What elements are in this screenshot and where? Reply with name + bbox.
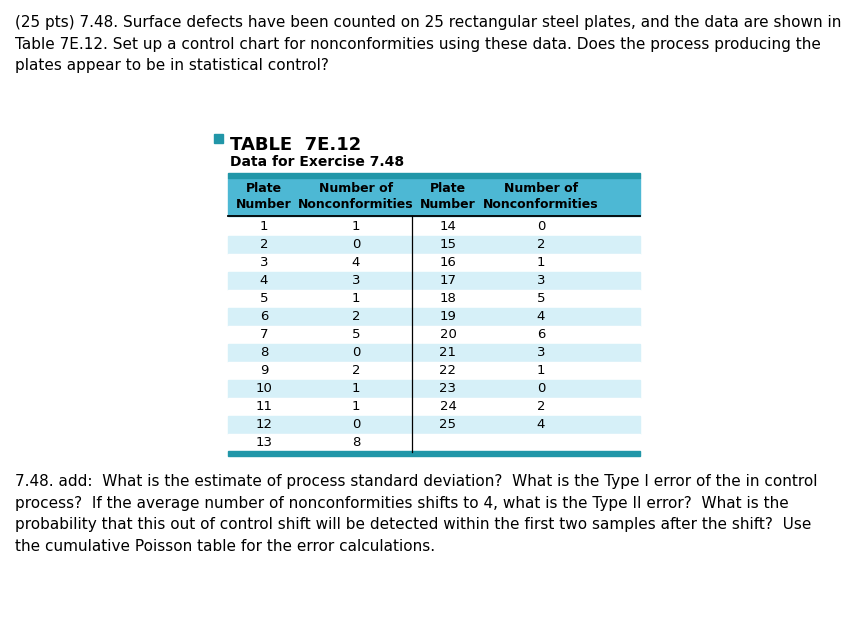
Text: TABLE  7E.12: TABLE 7E.12 — [230, 136, 361, 154]
Bar — [214, 134, 223, 143]
Text: 19: 19 — [440, 311, 456, 324]
Text: 15: 15 — [440, 238, 456, 252]
Text: 12: 12 — [255, 419, 273, 431]
Text: 17: 17 — [440, 275, 456, 288]
Text: 1: 1 — [352, 383, 360, 395]
Bar — [228, 326, 640, 344]
Bar — [228, 451, 640, 456]
Text: 4: 4 — [260, 275, 268, 288]
Text: 0: 0 — [352, 347, 360, 360]
Text: 8: 8 — [260, 347, 268, 360]
Bar — [228, 178, 640, 216]
Text: 1: 1 — [537, 365, 546, 377]
Bar — [228, 218, 640, 236]
Text: 21: 21 — [440, 347, 456, 360]
Text: 24: 24 — [440, 401, 456, 413]
Text: Plate
Number: Plate Number — [236, 182, 292, 211]
Text: 20: 20 — [440, 329, 456, 342]
Text: Data for Exercise 7.48: Data for Exercise 7.48 — [230, 155, 404, 169]
Text: 1: 1 — [352, 401, 360, 413]
Text: 6: 6 — [537, 329, 546, 342]
Text: 1: 1 — [260, 220, 268, 234]
Text: 3: 3 — [537, 347, 546, 360]
Text: 13: 13 — [255, 437, 273, 449]
Text: 25: 25 — [440, 419, 456, 431]
Text: Number of
Nonconformities: Number of Nonconformities — [483, 182, 598, 211]
Text: 4: 4 — [352, 257, 360, 270]
Text: 3: 3 — [537, 275, 546, 288]
Bar — [228, 434, 640, 452]
Text: 1: 1 — [537, 257, 546, 270]
Text: 8: 8 — [352, 437, 360, 449]
Text: 4: 4 — [537, 311, 546, 324]
Text: 14: 14 — [440, 220, 456, 234]
Bar — [228, 173, 640, 178]
Bar — [228, 308, 640, 326]
Text: 7: 7 — [260, 329, 268, 342]
Text: 9: 9 — [260, 365, 268, 377]
Bar — [228, 416, 640, 434]
Text: 5: 5 — [260, 293, 268, 306]
Bar — [228, 272, 640, 290]
Text: 10: 10 — [255, 383, 273, 395]
Text: 22: 22 — [440, 365, 456, 377]
Text: 7.48. add:  What is the estimate of process standard deviation?  What is the Typ: 7.48. add: What is the estimate of proce… — [15, 474, 818, 554]
Text: 5: 5 — [352, 329, 360, 342]
Text: (25 pts) 7.48. Surface defects have been counted on 25 rectangular steel plates,: (25 pts) 7.48. Surface defects have been… — [15, 15, 842, 73]
Text: 4: 4 — [537, 419, 546, 431]
Text: 18: 18 — [440, 293, 456, 306]
Text: 0: 0 — [352, 238, 360, 252]
Bar — [228, 290, 640, 308]
Bar — [228, 236, 640, 254]
Text: 16: 16 — [440, 257, 456, 270]
Text: Plate
Number: Plate Number — [420, 182, 476, 211]
Bar — [228, 362, 640, 380]
Text: 0: 0 — [537, 220, 546, 234]
Text: 3: 3 — [260, 257, 268, 270]
Bar — [228, 380, 640, 398]
Bar — [228, 344, 640, 362]
Text: 2: 2 — [352, 311, 360, 324]
Bar — [228, 254, 640, 272]
Text: 2: 2 — [260, 238, 268, 252]
Text: 3: 3 — [352, 275, 360, 288]
Text: 1: 1 — [352, 293, 360, 306]
Text: 2: 2 — [537, 401, 546, 413]
Text: 23: 23 — [440, 383, 456, 395]
Text: 11: 11 — [255, 401, 273, 413]
Text: 0: 0 — [352, 419, 360, 431]
Text: 1: 1 — [352, 220, 360, 234]
Bar — [228, 398, 640, 416]
Text: 2: 2 — [352, 365, 360, 377]
Text: 0: 0 — [537, 383, 546, 395]
Text: Number of
Nonconformities: Number of Nonconformities — [298, 182, 414, 211]
Text: 5: 5 — [537, 293, 546, 306]
Text: 2: 2 — [537, 238, 546, 252]
Text: 6: 6 — [260, 311, 268, 324]
